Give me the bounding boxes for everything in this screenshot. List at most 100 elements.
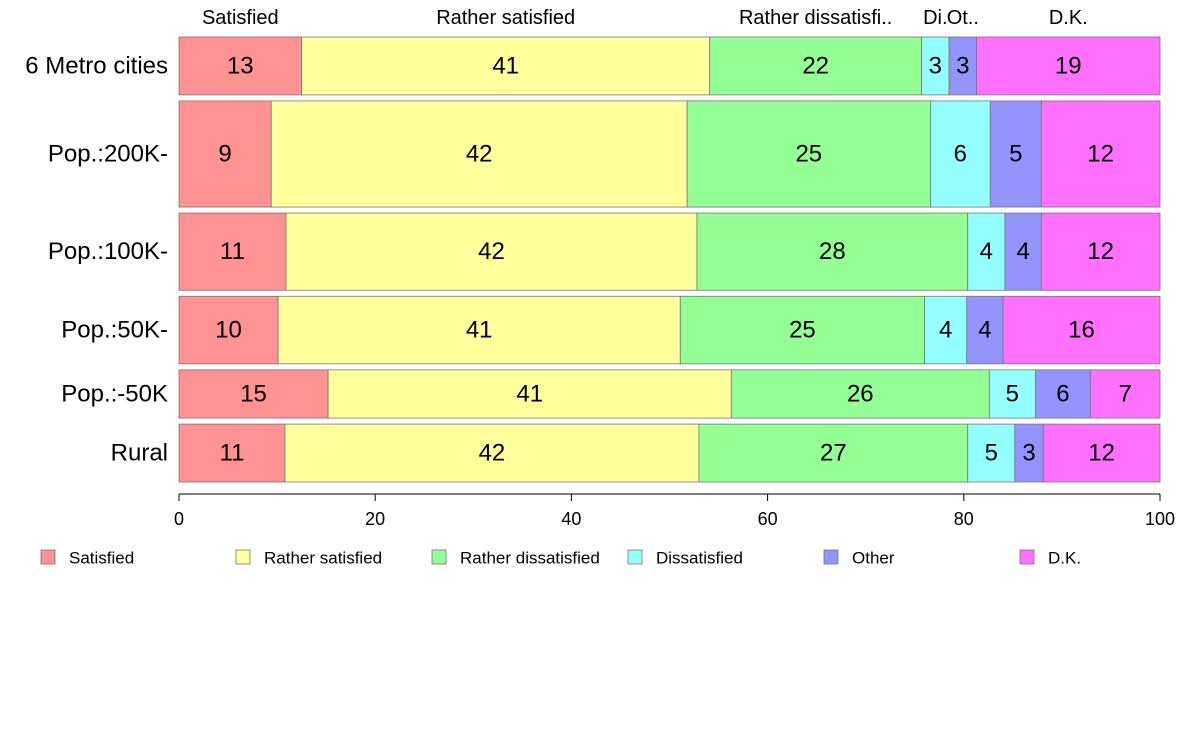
bar-segment: [285, 212, 698, 291]
data-label: 10: [215, 317, 242, 344]
bar-segment: [1035, 369, 1091, 419]
column-top-labels: Satisfied Rather satisfied Rather dissatis…: [202, 7, 1088, 29]
bar-segment: [270, 100, 688, 208]
bar-segment: [976, 36, 1161, 96]
data-label: 15: [240, 380, 267, 407]
data-label: 16: [1068, 317, 1095, 344]
data-label: 28: [819, 238, 846, 265]
data-label: 27: [820, 440, 847, 467]
legend-swatch: [627, 549, 643, 565]
legend: Satisfied Rather satisfied Rather dissatis…: [40, 549, 1081, 568]
bar-segment: [988, 369, 1036, 419]
column-top-label: Di.: [923, 7, 947, 29]
bar-segment: [966, 295, 1004, 365]
legend-swatch: [40, 549, 56, 565]
data-label: 4: [980, 238, 993, 265]
legend-swatch: [235, 549, 251, 565]
column-top-label: Satisfied: [202, 7, 279, 29]
x-tick-label: 20: [365, 509, 385, 529]
bar-segment: [277, 295, 681, 365]
bar-segment: [948, 36, 977, 96]
x-tick-label: 60: [758, 509, 778, 529]
data-label: 12: [1087, 238, 1114, 265]
data-label: 6: [1056, 380, 1069, 407]
data-label: 5: [985, 440, 998, 467]
data-label: 42: [466, 140, 493, 167]
data-label: 3: [956, 52, 969, 79]
bar-segment: [730, 369, 990, 419]
category-label: Pop.:-50K: [61, 380, 168, 407]
column-top-label: Ot..: [947, 7, 979, 29]
category-label: Pop.:50K-: [61, 317, 168, 344]
bar-segment: [1002, 295, 1161, 365]
legend-swatch: [431, 549, 447, 565]
column-top-label: Rather dissatisfi..: [739, 7, 892, 29]
data-label: 19: [1055, 52, 1082, 79]
data-label: 26: [847, 380, 874, 407]
data-label: 41: [492, 52, 519, 79]
bar-segment: [967, 423, 1016, 483]
x-tick-label: 0: [174, 509, 184, 529]
data-label: 42: [479, 440, 506, 467]
data-label: 41: [516, 380, 543, 407]
data-label: 11: [220, 238, 245, 265]
bar-segment: [178, 100, 272, 208]
bar-segment: [709, 36, 923, 96]
bar-segment: [696, 212, 969, 291]
data-label: 9: [218, 140, 231, 167]
data-label: 4: [939, 317, 952, 344]
bar-segment: [1040, 100, 1161, 208]
x-tick-label: 40: [561, 509, 581, 529]
bar-segment: [1004, 212, 1042, 291]
category-label: Rural: [111, 440, 168, 467]
legend-label: Other: [852, 549, 895, 568]
x-axis: 0 20 40 60 80 100: [174, 493, 1175, 529]
data-label: 41: [466, 317, 493, 344]
data-label: 12: [1088, 440, 1115, 467]
data-label: 22: [802, 52, 829, 79]
bar-segment: [1040, 212, 1161, 291]
category-label: Pop.:100K-: [48, 238, 168, 265]
bar-segment: [1042, 423, 1161, 483]
legend-label: Rather dissatisfied: [460, 549, 600, 568]
bar-segment: [178, 212, 287, 291]
data-label: 5: [1009, 140, 1022, 167]
data-label: 6: [954, 140, 967, 167]
data-label: 3: [1022, 440, 1035, 467]
bar-segment: [178, 295, 279, 365]
bar-segment: [178, 369, 329, 419]
bar-segment: [924, 295, 968, 365]
x-tick-label: 100: [1145, 509, 1175, 529]
bar-segment: [930, 100, 991, 208]
bar-segment: [178, 423, 286, 483]
bar-segment: [178, 36, 303, 96]
bar-segment: [967, 212, 1006, 291]
column-top-label: Rather satisfied: [436, 7, 575, 29]
bar-segment: [686, 100, 931, 208]
data-label: 3: [929, 52, 942, 79]
legend-label: Satisfied: [69, 549, 134, 568]
x-tick-label: 80: [954, 509, 974, 529]
data-label: 13: [227, 52, 254, 79]
data-label: 12: [1087, 140, 1114, 167]
bar-segment: [1014, 423, 1044, 483]
legend-label: Rather satisfied: [264, 549, 382, 568]
category-labels: 6 Metro cities Pop.:200K- Pop.:100K- Pop.:5…: [25, 52, 168, 466]
legend-swatch: [1019, 549, 1035, 565]
category-label: Pop.:200K-: [48, 140, 168, 167]
data-label: 4: [978, 317, 991, 344]
legend-label: Dissatisfied: [656, 549, 743, 568]
legend-label: D.K.: [1048, 549, 1081, 568]
data-label: 5: [1006, 380, 1019, 407]
data-label: 25: [795, 140, 822, 167]
bar-segment: [301, 36, 711, 96]
category-label: 6 Metro cities: [25, 52, 168, 79]
data-label: 25: [789, 317, 816, 344]
bar-segment: [679, 295, 925, 365]
data-label: 4: [1016, 238, 1029, 265]
data-label: 11: [220, 440, 245, 467]
data-label: 7: [1118, 380, 1131, 407]
legend-swatch: [823, 549, 839, 565]
